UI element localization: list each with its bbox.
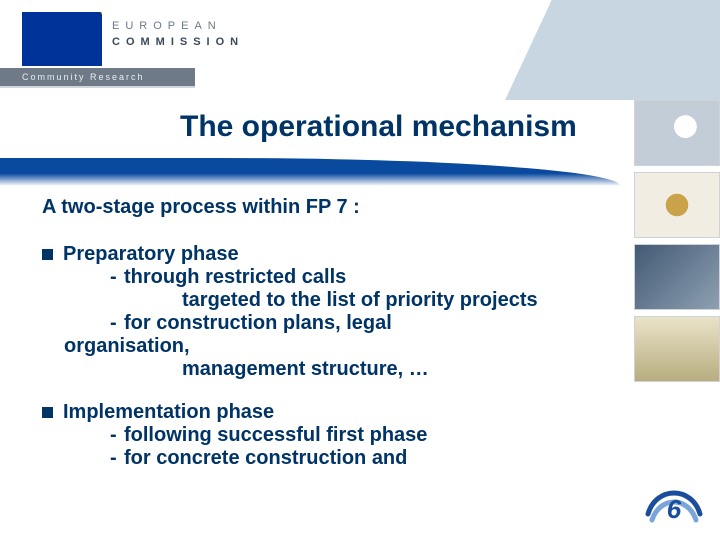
sub-cont-flush: organisation, xyxy=(64,335,610,358)
phase-preparatory: Preparatory phase - through restricted c… xyxy=(42,243,610,381)
sidebar-thumb-butterfly xyxy=(634,172,720,238)
photo-sidebar xyxy=(634,100,720,382)
sub-text: for construction plans, legal xyxy=(124,312,610,335)
sub-text: for concrete construction and xyxy=(124,447,610,470)
org-line2: COMMISSION xyxy=(112,34,244,50)
square-bullet-icon xyxy=(42,407,53,418)
square-bullet-icon xyxy=(42,249,53,260)
phase-title: Implementation phase xyxy=(63,401,274,424)
subbrand-bar: Community Research xyxy=(0,68,195,86)
title-swoosh xyxy=(0,158,620,186)
commission-wordmark: EUROPEAN COMMISSION xyxy=(112,18,244,50)
dash: - xyxy=(64,424,124,447)
eu-flag-icon xyxy=(22,12,102,66)
sub-text: following successful first phase xyxy=(124,424,610,447)
sidebar-thumb-equipment xyxy=(634,244,720,310)
phase-sub: - following successful first phase - for… xyxy=(42,424,610,470)
intro-text: A two-stage process within FP 7 : xyxy=(42,196,610,219)
sub-cont2: management structure, … xyxy=(64,358,610,381)
phase-list: Preparatory phase - through restricted c… xyxy=(42,243,610,470)
header: EUROPEAN COMMISSION Community Research xyxy=(0,0,720,100)
content: A two-stage process within FP 7 : Prepar… xyxy=(42,196,610,490)
fp6-logo-icon: 6 xyxy=(642,480,706,528)
phase-implementation: Implementation phase - following success… xyxy=(42,401,610,470)
phase-sub: - through restricted calls targeted to t… xyxy=(42,266,610,381)
dash: - xyxy=(64,312,124,335)
logo-digit: 6 xyxy=(667,494,682,524)
phase-title: Preparatory phase xyxy=(63,243,239,266)
header-photo xyxy=(420,0,720,100)
subbrand-separator xyxy=(0,86,195,88)
org-line1: EUROPEAN xyxy=(112,18,244,34)
sub-text: through restricted calls xyxy=(124,266,610,289)
dash: - xyxy=(64,447,124,470)
sidebar-thumb-lab xyxy=(634,316,720,382)
dash: - xyxy=(64,266,124,289)
page-title: The operational mechanism xyxy=(180,110,610,144)
sub-cont: targeted to the list of priority project… xyxy=(64,289,610,312)
sidebar-thumb-satellite xyxy=(634,100,720,166)
